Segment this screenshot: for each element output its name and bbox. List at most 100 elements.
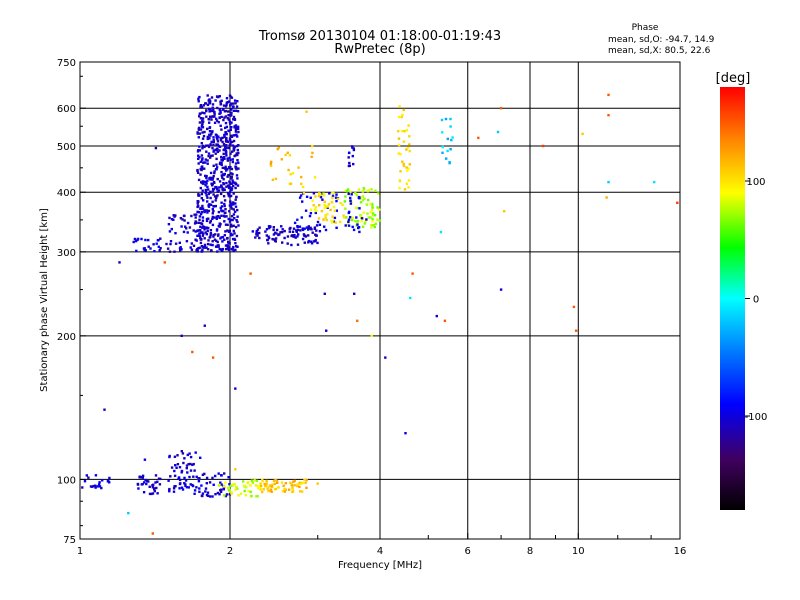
data-point (228, 483, 231, 486)
data-point (335, 193, 338, 196)
data-point (339, 220, 342, 224)
data-point (204, 184, 207, 187)
data-point (197, 211, 201, 214)
data-point (286, 242, 289, 245)
data-point (205, 176, 208, 180)
data-point (231, 237, 235, 241)
data-point (195, 239, 198, 242)
data-point (89, 485, 93, 488)
data-point (194, 230, 197, 233)
data-point (222, 488, 225, 491)
data-point (370, 188, 373, 191)
data-point (176, 463, 180, 466)
data-point (378, 219, 382, 222)
data-point (159, 237, 162, 240)
data-point (201, 137, 205, 140)
data-point (143, 458, 147, 461)
data-point (211, 130, 214, 133)
data-point (226, 117, 229, 120)
data-point (266, 238, 269, 242)
data-point (209, 233, 212, 236)
data-point (197, 100, 200, 103)
data-point (316, 482, 319, 485)
data-point (185, 464, 189, 467)
data-point (222, 209, 225, 213)
data-point (236, 215, 239, 218)
data-point (300, 175, 303, 179)
data-point (315, 229, 318, 232)
data-point (448, 161, 451, 164)
data-point (313, 176, 317, 179)
data-point (307, 234, 310, 237)
data-point (201, 225, 205, 228)
data-point (218, 483, 221, 486)
data-point (401, 129, 404, 133)
data-point (197, 154, 200, 157)
data-point (208, 98, 211, 101)
data-point (207, 152, 211, 155)
data-point (352, 228, 356, 232)
data-point (377, 192, 380, 195)
data-point (211, 243, 214, 247)
data-point (231, 179, 234, 182)
data-point (234, 167, 238, 170)
data-point (274, 177, 278, 180)
data-point (201, 204, 204, 208)
data-point (277, 233, 280, 237)
data-point (205, 209, 208, 212)
data-point (203, 112, 206, 115)
data-point (291, 234, 294, 237)
data-point (211, 115, 214, 118)
data-point (324, 216, 327, 219)
data-point (229, 165, 232, 169)
data-point (363, 222, 367, 225)
data-point (222, 108, 225, 111)
data-point (227, 476, 230, 479)
data-point (212, 138, 215, 142)
data-point (267, 489, 270, 493)
data-point (305, 479, 308, 482)
data-point (222, 104, 226, 107)
data-point (225, 103, 228, 106)
data-point (354, 191, 357, 195)
data-point (168, 487, 171, 491)
data-point (214, 474, 217, 478)
data-point (205, 182, 208, 185)
data-point (367, 198, 370, 202)
data-point (231, 215, 234, 218)
data-point (217, 215, 220, 218)
data-point (220, 170, 223, 174)
data-point (219, 490, 223, 493)
data-point (375, 218, 379, 221)
data-point (314, 233, 317, 236)
data-point (351, 154, 354, 158)
data-point (348, 161, 351, 165)
data-point (246, 481, 250, 484)
data-point (218, 493, 221, 496)
data-point (286, 235, 290, 238)
data-point (224, 208, 227, 211)
data-point (220, 174, 223, 177)
data-point (235, 109, 238, 112)
data-point (296, 483, 299, 486)
data-point (233, 118, 237, 121)
data-point (236, 184, 240, 187)
data-point (202, 161, 205, 164)
data-point (229, 200, 232, 204)
data-point (230, 182, 233, 185)
data-point (226, 101, 230, 104)
data-point (201, 120, 204, 123)
data-point (318, 223, 322, 226)
data-point (212, 205, 216, 208)
data-point (267, 236, 271, 240)
data-point (499, 107, 503, 110)
data-point (221, 188, 224, 191)
data-point (223, 135, 226, 139)
data-point (407, 186, 410, 189)
x-tick-label: 10 (572, 546, 585, 557)
data-point (281, 231, 284, 234)
data-point (213, 110, 216, 114)
data-point (369, 202, 372, 206)
data-point (209, 229, 213, 232)
